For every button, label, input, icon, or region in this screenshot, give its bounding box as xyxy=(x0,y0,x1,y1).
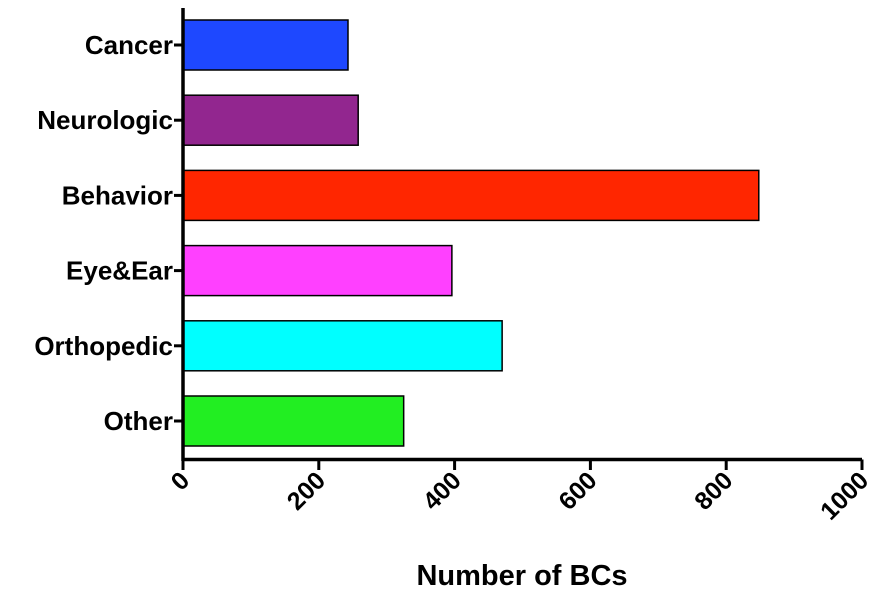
bar-eye-ear xyxy=(182,244,453,297)
x-tick-label: 1000 xyxy=(815,466,869,525)
category-ticks xyxy=(174,43,183,423)
bars-group xyxy=(182,19,760,447)
category-label-neurologic: Neurologic xyxy=(37,105,173,135)
bar-cancer xyxy=(182,19,349,71)
x-tick-label: 400 xyxy=(418,466,467,515)
x-axis-tick-labels: 0 200 400 600 800 1000 xyxy=(166,466,869,525)
bar-behavior xyxy=(182,169,760,222)
category-label-orthopedic: Orthopedic xyxy=(34,331,173,361)
x-axis-title: Number of BCs xyxy=(416,560,627,590)
category-label-behavior: Behavior xyxy=(62,180,173,210)
x-axis-ticks xyxy=(181,459,864,470)
x-tick-label: 600 xyxy=(553,466,602,515)
category-label-cancer: Cancer xyxy=(85,30,173,60)
bar-neurologic xyxy=(182,94,359,146)
category-labels: Cancer Neurologic Behavior Eye&Ear Orthopedi… xyxy=(34,30,173,436)
bar-other xyxy=(182,395,405,447)
x-tick-label: 0 xyxy=(166,466,196,496)
bar-orthopedic xyxy=(182,320,503,372)
category-label-eye-ear: Eye&Ear xyxy=(66,256,173,286)
x-tick-label: 800 xyxy=(689,466,738,515)
category-label-other: Other xyxy=(104,406,173,436)
x-tick-label: 200 xyxy=(282,466,331,515)
